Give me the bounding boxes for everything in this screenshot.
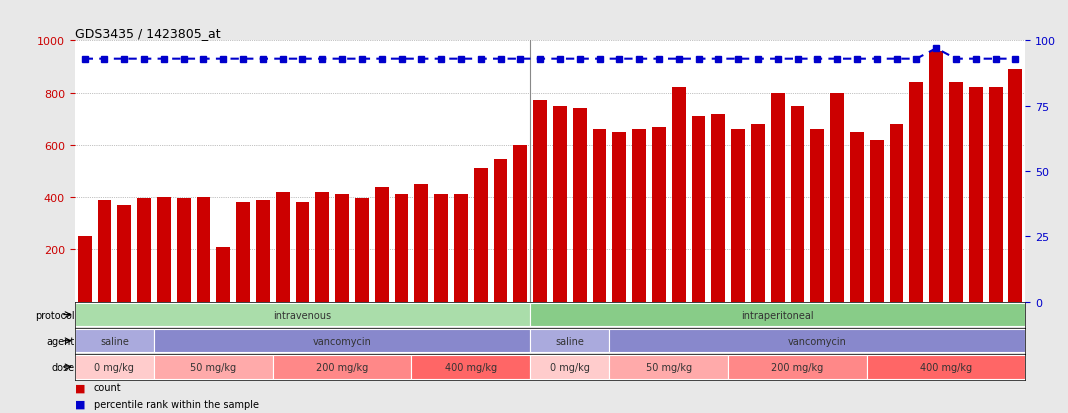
Bar xyxy=(692,117,706,302)
Bar xyxy=(355,199,368,302)
Bar xyxy=(315,192,329,302)
Text: vancomycin: vancomycin xyxy=(788,336,847,346)
Bar xyxy=(969,88,983,302)
Bar xyxy=(929,52,943,302)
Bar xyxy=(176,199,190,302)
Text: 400 mg/kg: 400 mg/kg xyxy=(920,362,972,372)
FancyBboxPatch shape xyxy=(411,355,530,379)
Bar xyxy=(711,114,725,302)
Text: 200 mg/kg: 200 mg/kg xyxy=(771,362,823,372)
Text: agent: agent xyxy=(47,336,75,346)
Bar xyxy=(989,88,1003,302)
FancyBboxPatch shape xyxy=(154,329,530,353)
Bar xyxy=(533,101,547,302)
Text: vancomycin: vancomycin xyxy=(313,336,372,346)
Bar xyxy=(454,195,468,302)
FancyBboxPatch shape xyxy=(610,329,1025,353)
Bar xyxy=(97,200,111,302)
Bar xyxy=(612,133,626,302)
Bar xyxy=(869,140,883,302)
Bar xyxy=(474,169,488,302)
Bar xyxy=(217,247,231,302)
Bar xyxy=(514,145,528,302)
FancyBboxPatch shape xyxy=(75,303,530,327)
Text: GDS3435 / 1423805_at: GDS3435 / 1423805_at xyxy=(75,27,220,40)
Text: 0 mg/kg: 0 mg/kg xyxy=(550,362,590,372)
Bar xyxy=(850,133,864,302)
Bar xyxy=(1008,70,1022,302)
Text: count: count xyxy=(94,382,122,392)
FancyBboxPatch shape xyxy=(610,355,728,379)
FancyBboxPatch shape xyxy=(154,355,272,379)
Text: percentile rank within the sample: percentile rank within the sample xyxy=(94,399,258,409)
FancyBboxPatch shape xyxy=(867,355,1025,379)
Text: dose: dose xyxy=(51,362,75,372)
Bar xyxy=(335,195,349,302)
Bar xyxy=(236,203,250,302)
Bar xyxy=(651,127,665,302)
Text: 400 mg/kg: 400 mg/kg xyxy=(444,362,497,372)
Text: 0 mg/kg: 0 mg/kg xyxy=(94,362,135,372)
Bar xyxy=(435,195,449,302)
Bar xyxy=(890,125,904,302)
Bar xyxy=(197,197,210,302)
Bar xyxy=(572,109,586,302)
Bar xyxy=(157,197,171,302)
Bar xyxy=(593,130,607,302)
Bar xyxy=(375,187,389,302)
Text: intraperitoneal: intraperitoneal xyxy=(741,310,814,320)
Bar xyxy=(256,200,270,302)
Bar xyxy=(790,107,804,302)
Bar xyxy=(910,83,924,302)
Text: intravenous: intravenous xyxy=(273,310,331,320)
Bar xyxy=(672,88,686,302)
Bar xyxy=(137,199,151,302)
Text: saline: saline xyxy=(100,336,129,346)
FancyBboxPatch shape xyxy=(530,355,610,379)
FancyBboxPatch shape xyxy=(272,355,411,379)
Bar xyxy=(296,203,310,302)
Text: ■: ■ xyxy=(75,399,85,409)
Bar xyxy=(493,160,507,302)
FancyBboxPatch shape xyxy=(530,303,1025,327)
Bar xyxy=(276,192,289,302)
Text: saline: saline xyxy=(555,336,584,346)
Text: ■: ■ xyxy=(75,382,85,392)
Text: protocol: protocol xyxy=(35,310,75,320)
Bar xyxy=(632,130,646,302)
Bar xyxy=(811,130,824,302)
Bar xyxy=(553,107,567,302)
FancyBboxPatch shape xyxy=(75,329,154,353)
Bar xyxy=(78,237,92,302)
Bar xyxy=(751,125,765,302)
FancyBboxPatch shape xyxy=(530,329,610,353)
Text: 50 mg/kg: 50 mg/kg xyxy=(190,362,236,372)
Bar xyxy=(117,205,131,302)
Bar xyxy=(394,195,408,302)
Bar xyxy=(771,93,785,302)
Text: 200 mg/kg: 200 mg/kg xyxy=(316,362,368,372)
Bar xyxy=(830,93,844,302)
Bar xyxy=(949,83,963,302)
FancyBboxPatch shape xyxy=(728,355,867,379)
Text: 50 mg/kg: 50 mg/kg xyxy=(646,362,692,372)
Bar xyxy=(732,130,745,302)
Bar xyxy=(414,185,428,302)
FancyBboxPatch shape xyxy=(75,355,154,379)
